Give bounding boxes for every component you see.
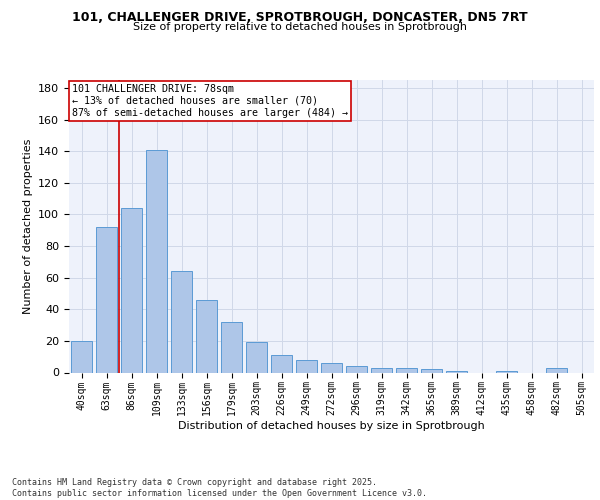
Bar <box>171 272 192 372</box>
Text: 101, CHALLENGER DRIVE, SPROTBROUGH, DONCASTER, DN5 7RT: 101, CHALLENGER DRIVE, SPROTBROUGH, DONC… <box>72 11 528 24</box>
Bar <box>196 300 217 372</box>
Bar <box>296 360 317 372</box>
Bar <box>246 342 267 372</box>
Bar <box>146 150 167 372</box>
X-axis label: Distribution of detached houses by size in Sprotbrough: Distribution of detached houses by size … <box>178 421 485 431</box>
Bar <box>121 208 142 372</box>
Bar <box>421 370 442 372</box>
Bar <box>71 341 92 372</box>
Bar <box>546 368 567 372</box>
Y-axis label: Number of detached properties: Number of detached properties <box>23 138 32 314</box>
Bar <box>221 322 242 372</box>
Bar <box>271 355 292 372</box>
Bar <box>371 368 392 372</box>
Bar <box>396 368 417 372</box>
Bar <box>496 371 517 372</box>
Bar <box>96 227 117 372</box>
Text: Size of property relative to detached houses in Sprotbrough: Size of property relative to detached ho… <box>133 22 467 32</box>
Bar <box>446 371 467 372</box>
Text: Contains HM Land Registry data © Crown copyright and database right 2025.
Contai: Contains HM Land Registry data © Crown c… <box>12 478 427 498</box>
Bar <box>346 366 367 372</box>
Text: 101 CHALLENGER DRIVE: 78sqm
← 13% of detached houses are smaller (70)
87% of sem: 101 CHALLENGER DRIVE: 78sqm ← 13% of det… <box>71 84 347 117</box>
Bar <box>321 363 342 372</box>
